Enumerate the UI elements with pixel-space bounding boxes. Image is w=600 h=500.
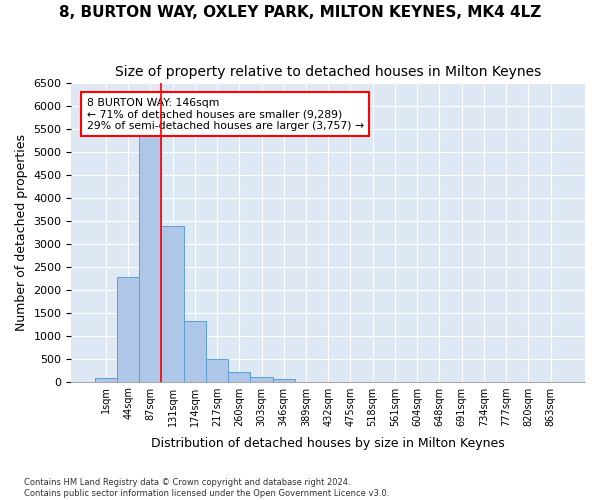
Text: Contains HM Land Registry data © Crown copyright and database right 2024.
Contai: Contains HM Land Registry data © Crown c… bbox=[24, 478, 389, 498]
Text: 8 BURTON WAY: 146sqm
← 71% of detached houses are smaller (9,289)
29% of semi-de: 8 BURTON WAY: 146sqm ← 71% of detached h… bbox=[87, 98, 364, 131]
Bar bbox=[117, 277, 139, 382]
Bar bbox=[250, 377, 272, 382]
Bar bbox=[161, 226, 184, 382]
Bar bbox=[272, 379, 295, 382]
Text: 8, BURTON WAY, OXLEY PARK, MILTON KEYNES, MK4 4LZ: 8, BURTON WAY, OXLEY PARK, MILTON KEYNES… bbox=[59, 5, 541, 20]
Title: Size of property relative to detached houses in Milton Keynes: Size of property relative to detached ho… bbox=[115, 65, 541, 79]
X-axis label: Distribution of detached houses by size in Milton Keynes: Distribution of detached houses by size … bbox=[151, 437, 505, 450]
Bar bbox=[95, 378, 117, 382]
Bar bbox=[228, 372, 250, 382]
Bar bbox=[206, 359, 228, 382]
Bar bbox=[184, 322, 206, 382]
Bar bbox=[139, 132, 161, 382]
Y-axis label: Number of detached properties: Number of detached properties bbox=[15, 134, 28, 330]
